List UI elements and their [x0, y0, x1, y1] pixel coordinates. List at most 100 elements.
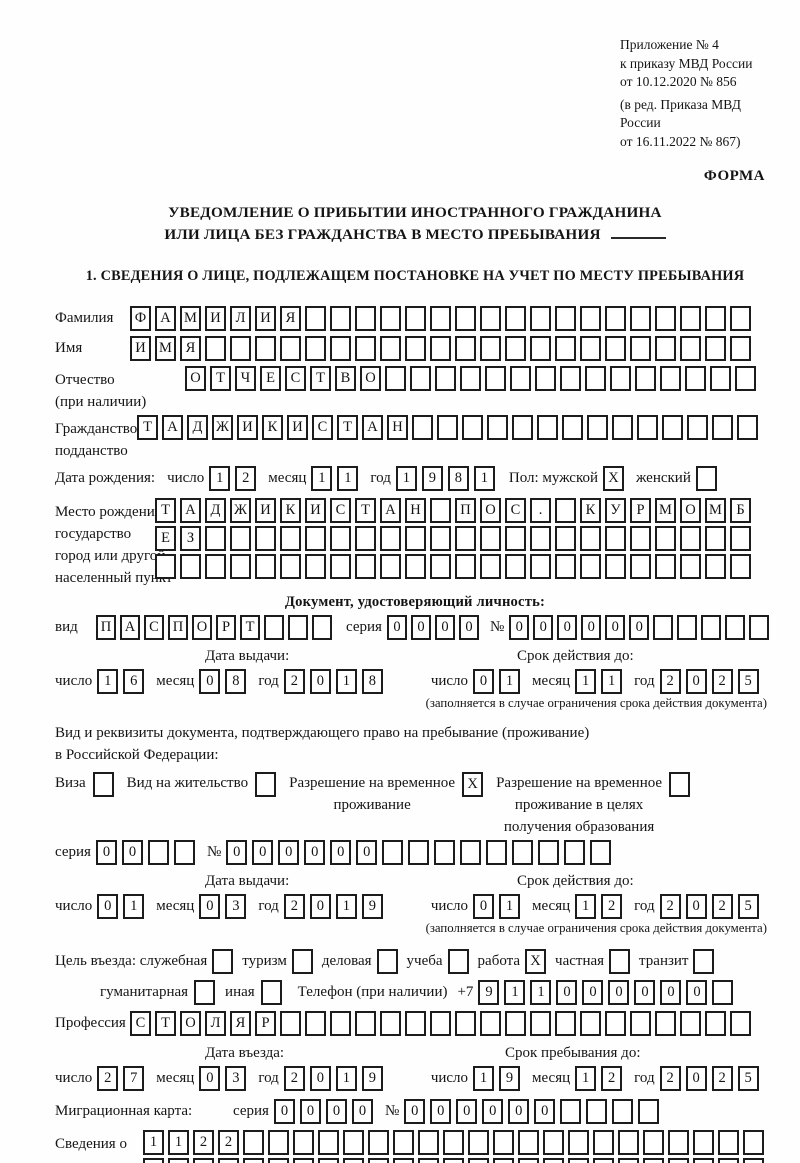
char-cell[interactable]: 0 — [199, 893, 221, 919]
char-cell[interactable]: Р — [216, 614, 236, 640]
char-cell[interactable] — [168, 1157, 189, 1163]
char-cell[interactable] — [693, 1129, 714, 1155]
char-cell[interactable]: 0 — [95, 839, 117, 865]
char-cell[interactable]: 0 — [581, 614, 602, 640]
char-cell[interactable] — [430, 497, 451, 523]
char-cell[interactable] — [255, 525, 276, 551]
char-cell[interactable]: 9 — [361, 1065, 383, 1091]
char-cell[interactable] — [418, 1129, 439, 1155]
char-cell[interactable] — [430, 335, 451, 361]
char-cell[interactable] — [605, 525, 626, 551]
char-cell[interactable] — [455, 525, 476, 551]
char-cell[interactable]: 1 — [473, 465, 495, 491]
char-cell[interactable]: 1 — [395, 465, 417, 491]
char-cell[interactable]: Р — [255, 1010, 276, 1036]
char-cell[interactable]: З — [180, 525, 201, 551]
char-cell[interactable]: О — [360, 365, 381, 391]
char-cell[interactable]: Н — [405, 497, 426, 523]
char-cell[interactable] — [618, 1129, 639, 1155]
char-cell[interactable] — [701, 614, 722, 640]
char-cell[interactable]: 0 — [299, 1098, 321, 1124]
char-cell[interactable] — [305, 305, 326, 331]
char-cell[interactable] — [680, 525, 701, 551]
char-cell[interactable] — [630, 525, 651, 551]
char-cell[interactable]: 2 — [659, 1065, 681, 1091]
char-cell[interactable] — [410, 365, 431, 391]
char-cell[interactable] — [668, 1157, 689, 1163]
char-cell[interactable] — [730, 305, 751, 331]
char-cell[interactable]: 0 — [660, 979, 682, 1005]
char-cell[interactable]: П — [96, 614, 116, 640]
char-cell[interactable] — [437, 414, 458, 440]
char-cell[interactable] — [143, 1157, 164, 1163]
char-cell[interactable] — [705, 1010, 726, 1036]
char-cell[interactable]: 0 — [509, 614, 530, 640]
char-cell[interactable]: X — [462, 771, 484, 797]
char-cell[interactable] — [564, 839, 586, 865]
char-cell[interactable]: И — [130, 335, 151, 361]
char-cell[interactable]: Т — [137, 414, 158, 440]
char-cell[interactable] — [535, 365, 556, 391]
char-cell[interactable]: Т — [355, 497, 376, 523]
char-cell[interactable]: 1 — [337, 465, 359, 491]
char-cell[interactable] — [718, 1129, 739, 1155]
char-cell[interactable] — [343, 1157, 364, 1163]
char-cell[interactable] — [412, 414, 433, 440]
char-cell[interactable]: 2 — [601, 1065, 623, 1091]
char-cell[interactable]: Т — [210, 365, 231, 391]
char-cell[interactable] — [447, 948, 469, 974]
char-cell[interactable]: 0 — [252, 839, 274, 865]
char-cell[interactable] — [487, 414, 508, 440]
char-cell[interactable]: 0 — [556, 979, 578, 1005]
char-cell[interactable] — [612, 1098, 634, 1124]
char-cell[interactable]: К — [580, 497, 601, 523]
char-cell[interactable] — [493, 1157, 514, 1163]
char-cell[interactable] — [580, 553, 601, 579]
char-cell[interactable]: И — [305, 497, 326, 523]
checkbox-edu-permit[interactable] — [669, 771, 691, 797]
char-cell[interactable] — [518, 1129, 539, 1155]
char-cell[interactable]: 0 — [278, 839, 300, 865]
char-cell[interactable]: 1 — [168, 1129, 189, 1155]
char-cell[interactable] — [580, 1010, 601, 1036]
char-cell[interactable] — [293, 1129, 314, 1155]
char-cell[interactable] — [355, 525, 376, 551]
char-cell[interactable] — [680, 553, 701, 579]
char-cell[interactable]: 2 — [711, 893, 733, 919]
char-cell[interactable] — [405, 305, 426, 331]
checkbox-study[interactable] — [447, 948, 469, 974]
char-cell[interactable]: И — [255, 305, 276, 331]
char-cell[interactable] — [695, 465, 717, 491]
char-cell[interactable]: 9 — [361, 893, 383, 919]
char-cell[interactable] — [712, 979, 734, 1005]
char-cell[interactable] — [480, 553, 501, 579]
char-cell[interactable]: 0 — [199, 668, 221, 694]
char-cell[interactable]: 1 — [504, 979, 526, 1005]
char-cell[interactable]: 0 — [273, 1098, 295, 1124]
char-cell[interactable] — [305, 553, 326, 579]
char-cell[interactable] — [568, 1129, 589, 1155]
char-cell[interactable]: У — [605, 497, 626, 523]
char-cell[interactable] — [462, 414, 483, 440]
char-cell[interactable]: X — [525, 948, 547, 974]
char-cell[interactable] — [260, 979, 282, 1005]
checkbox-temp-permit[interactable]: X — [462, 771, 484, 797]
char-cell[interactable]: 5 — [737, 1065, 759, 1091]
char-cell[interactable]: 0 — [325, 1098, 347, 1124]
char-cell[interactable]: С — [285, 365, 306, 391]
char-cell[interactable] — [455, 553, 476, 579]
char-cell[interactable] — [605, 335, 626, 361]
char-cell[interactable]: С — [505, 497, 526, 523]
char-cell[interactable] — [318, 1129, 339, 1155]
char-cell[interactable] — [291, 948, 313, 974]
char-cell[interactable] — [430, 305, 451, 331]
char-cell[interactable] — [355, 305, 376, 331]
char-cell[interactable]: Е — [155, 525, 176, 551]
char-cell[interactable]: 0 — [404, 1098, 426, 1124]
